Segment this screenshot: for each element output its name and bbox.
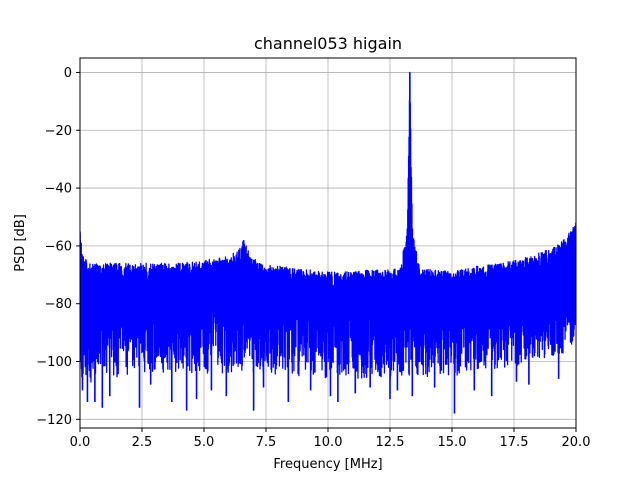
y-axis: 0 −20 −40 −60 −80 −100 −120 [36, 66, 80, 428]
x-tick-label: 15.0 [438, 435, 467, 450]
series-psd [80, 71, 576, 414]
y-tick-label: 0 [64, 66, 72, 81]
x-tick-label: 0.0 [70, 435, 91, 450]
x-tick-label: 20.0 [562, 435, 591, 450]
y-tick-label: −40 [45, 182, 72, 197]
x-tick-label: 17.5 [500, 435, 529, 450]
y-tick-label: −20 [45, 124, 72, 139]
psd-line [80, 71, 576, 383]
x-axis: 0.0 2.5 5.0 7.5 10.0 12.5 15.0 17.5 20.0 [70, 428, 591, 450]
plot-area [80, 71, 576, 414]
x-tick-label: 5.0 [194, 435, 215, 450]
x-tick-label: 2.5 [132, 435, 153, 450]
x-tick-label: 10.0 [314, 435, 343, 450]
x-axis-label: Frequency [MHz] [273, 457, 382, 472]
y-tick-label: −100 [36, 355, 72, 370]
chart-title: channel053 higain [254, 34, 402, 53]
x-tick-label: 12.5 [376, 435, 405, 450]
y-tick-label: −120 [36, 413, 72, 428]
y-tick-label: −60 [45, 239, 72, 254]
x-tick-label: 7.5 [256, 435, 277, 450]
y-tick-label: −80 [45, 297, 72, 312]
y-axis-label: PSD [dB] [13, 214, 28, 272]
